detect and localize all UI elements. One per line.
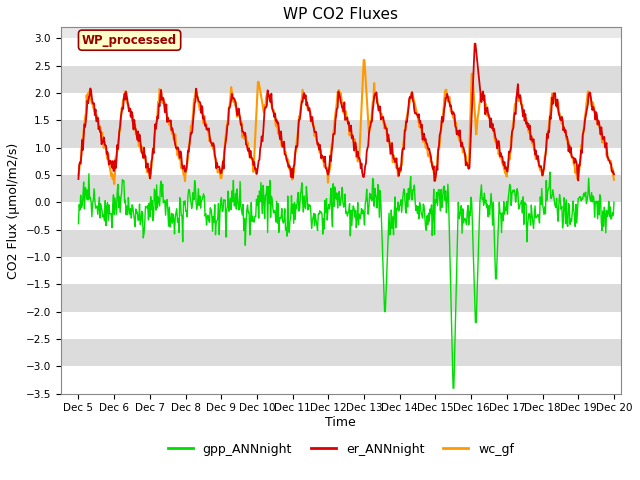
Bar — [61, 312, 621, 339]
Bar — [61, 257, 621, 284]
Bar — [61, 202, 621, 229]
Bar — [61, 229, 621, 257]
Y-axis label: CO2 Flux (μmol/m2/s): CO2 Flux (μmol/m2/s) — [7, 142, 20, 278]
Bar — [61, 366, 621, 394]
Bar — [61, 120, 621, 147]
Title: WP CO2 Fluxes: WP CO2 Fluxes — [284, 7, 398, 22]
Legend: gpp_ANNnight, er_ANNnight, wc_gf: gpp_ANNnight, er_ANNnight, wc_gf — [163, 438, 519, 461]
Text: WP_processed: WP_processed — [82, 34, 177, 47]
Bar — [61, 147, 621, 175]
Bar — [61, 339, 621, 366]
Bar — [61, 175, 621, 202]
Bar — [61, 284, 621, 312]
Bar — [61, 38, 621, 66]
Bar — [61, 66, 621, 93]
Bar — [61, 93, 621, 120]
X-axis label: Time: Time — [326, 416, 356, 429]
